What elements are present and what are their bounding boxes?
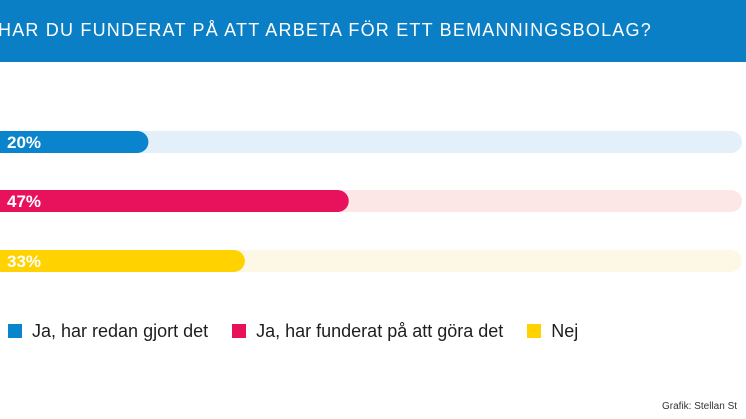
chart-title: HAR DU FUNDERAT PÅ ATT ARBETA FÖR ETT BE… [0,20,652,40]
bar-chart: 20% 47% 33% [0,131,742,272]
legend-item-gjort: Ja, har redan gjort det [8,321,208,342]
legend-swatch-yellow [527,324,542,338]
legend-item-nej: Nej [527,321,578,342]
legend-swatch-blue [8,324,22,338]
legend-label: Ja, har redan gjort det [32,320,209,341]
bar-value-label-nej: 33% [7,252,41,271]
bar-value-label-gjort: 20% [7,133,41,152]
bar-nej [0,250,245,272]
bar-gjort [0,131,149,153]
bar-value-label-funderat: 47% [7,192,41,211]
legend-label: Nej [551,320,579,341]
bar-funderat [0,190,349,212]
legend: Ja, har redan gjort det Ja, har funderat… [8,320,602,342]
chart-header: HAR DU FUNDERAT PÅ ATT ARBETA FÖR ETT BE… [0,0,746,62]
legend-item-funderat: Ja, har funderat på att göra det [232,321,503,342]
legend-label: Ja, har funderat på att göra det [256,320,504,341]
legend-swatch-pink [232,324,247,338]
credit-text: Grafik: Stellan St [662,401,738,412]
bar-track-gjort [0,131,742,153]
